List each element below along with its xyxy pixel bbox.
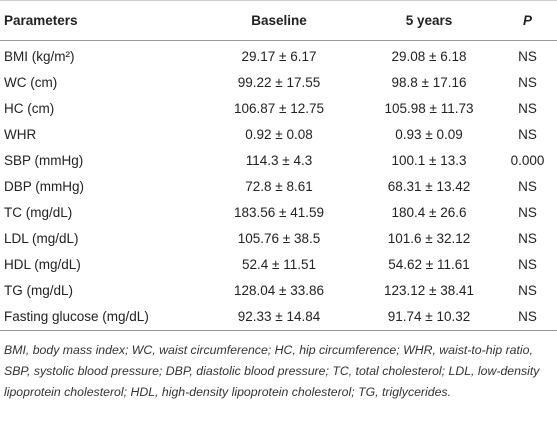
- table-row: HC (cm) 106.87 ± 12.75 105.98 ± 11.73 NS: [0, 95, 557, 121]
- table-row: TG (mg/dL) 128.04 ± 33.86 123.12 ± 38.41 NS: [0, 277, 557, 303]
- cell: 183.56 ± 41.59: [234, 204, 324, 220]
- data-table: Parameters Baseline 5 years P BMI (kg/m²) 29…: [0, 0, 557, 331]
- cell: NS: [494, 303, 557, 331]
- cell: NS: [518, 204, 537, 220]
- cell: 52.4 ± 11.51: [242, 256, 316, 272]
- cell: NS: [518, 100, 537, 116]
- cell: 180.4 ± 26.6: [391, 204, 467, 220]
- cell: NS: [518, 230, 537, 246]
- cell: NS: [518, 178, 537, 194]
- header-row: Parameters Baseline 5 years P: [0, 0, 557, 41]
- cell: 54.62 ± 11.61: [388, 256, 470, 272]
- table-header: Parameters Baseline 5 years P: [0, 0, 557, 41]
- cell: NS: [518, 74, 537, 90]
- cell: 100.1 ± 13.3: [391, 152, 467, 168]
- cell: 92.33 ± 14.84: [194, 303, 364, 331]
- table-row: Fasting glucose (mg/dL) 92.33 ± 14.84 91.7…: [0, 303, 557, 331]
- row-label: TC (mg/dL): [4, 204, 73, 220]
- row-label: LDL (mg/dL): [4, 230, 79, 246]
- row-label: HC (cm): [4, 100, 55, 116]
- table-row: TC (mg/dL) 183.56 ± 41.59 180.4 ± 26.6 NS: [0, 199, 557, 225]
- row-label: DBP (mmHg): [4, 178, 85, 194]
- row-label: SBP (mmHg): [4, 152, 84, 168]
- cell: 98.8 ± 17.16: [391, 74, 467, 90]
- table-row: DBP (mmHg) 72.8 ± 8.61 68.31 ± 13.42 NS: [0, 173, 557, 199]
- cell: NS: [518, 282, 537, 298]
- cell: 68.31 ± 13.42: [387, 178, 471, 194]
- table-body: BMI (kg/m²) 29.17 ± 6.17 29.08 ± 6.18 NS WC …: [0, 41, 557, 331]
- table-row: BMI (kg/m²) 29.17 ± 6.17 29.08 ± 6.18 NS: [0, 41, 557, 70]
- header-cell: Baseline: [194, 0, 364, 41]
- cell: 0.93 ± 0.09: [395, 126, 463, 142]
- row-label: HDL (mg/dL): [4, 256, 81, 272]
- footnote: BMI, body mass index; WC, waist circumfe…: [4, 343, 540, 399]
- table-row: HDL (mg/dL) 52.4 ± 11.51 54.62 ± 11.61 NS: [0, 251, 557, 277]
- cell: 123.12 ± 38.41: [384, 282, 474, 298]
- cell: 105.76 ± 38.5: [237, 230, 321, 246]
- cell: NS: [518, 48, 537, 64]
- header-cell: Parameters: [0, 0, 194, 41]
- cell: 105.98 ± 11.73: [384, 100, 474, 116]
- cell: 101.6 ± 32.12: [387, 230, 471, 246]
- cell: 29.08 ± 6.18: [391, 48, 467, 64]
- cell: 114.3 ± 4.3: [245, 152, 313, 168]
- cell: 72.8 ± 8.61: [245, 178, 313, 194]
- cell: 99.22 ± 17.55: [237, 74, 321, 90]
- cell: 128.04 ± 33.86: [234, 282, 324, 298]
- cell: 0.92 ± 0.08: [245, 126, 313, 142]
- header-cell: 5 years: [364, 0, 494, 41]
- table-row: SBP (mmHg) 114.3 ± 4.3 100.1 ± 13.3 0.000: [0, 147, 557, 173]
- row-label: Fasting glucose (mg/dL): [0, 303, 194, 331]
- cell: NS: [518, 256, 537, 272]
- row-label: WHR: [4, 126, 37, 142]
- cell: 0.000: [510, 152, 545, 168]
- header-cell: P: [494, 0, 557, 41]
- row-label: WC (cm): [4, 74, 58, 90]
- table-row: LDL (mg/dL) 105.76 ± 38.5 101.6 ± 32.12 NS: [0, 225, 557, 251]
- table-row: WHR 0.92 ± 0.08 0.93 ± 0.09 NS: [0, 121, 557, 147]
- table-row: WC (cm) 99.22 ± 17.55 98.8 ± 17.16 NS: [0, 69, 557, 95]
- cell: 29.17 ± 6.17: [241, 48, 317, 64]
- cell: 106.87 ± 12.75: [234, 100, 324, 116]
- cell: NS: [518, 126, 537, 142]
- row-label: TG (mg/dL): [4, 282, 74, 298]
- cell: 91.74 ± 10.32: [364, 303, 494, 331]
- row-label: BMI (kg/m²): [4, 48, 75, 64]
